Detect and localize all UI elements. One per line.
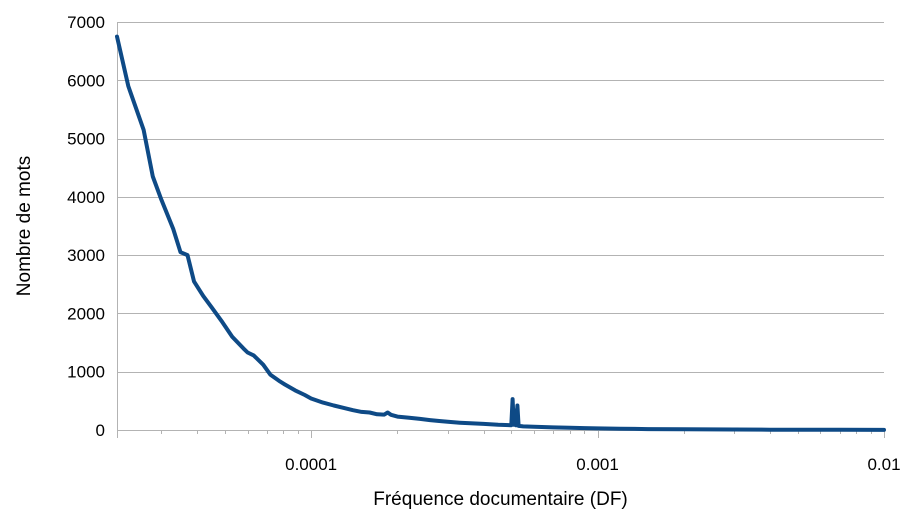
y-tick-labels: 0 1000 2000 3000 4000 5000 6000 7000: [67, 13, 105, 440]
x-tick-label: 0.01: [867, 455, 900, 474]
y-tick-label: 7000: [67, 13, 105, 32]
x-tick-label: 0.001: [576, 455, 619, 474]
x-tick-label: 0.0001: [285, 455, 337, 474]
y-tick-label: 2000: [67, 304, 105, 323]
x-axis-title: Fréquence documentaire (DF): [373, 489, 628, 510]
y-tick-label: 5000: [67, 130, 105, 149]
axes: [117, 22, 884, 438]
x-tick-labels: 0.0001 0.001 0.01: [285, 455, 900, 474]
series-layer: [115, 34, 886, 432]
y-tick-label: 6000: [67, 71, 105, 90]
series-line: [115, 34, 886, 432]
y-axis-title: Nombre de mots: [14, 156, 35, 296]
gridlines: [117, 22, 885, 438]
y-tick-label: 0: [96, 421, 105, 440]
y-tick-label: 1000: [67, 363, 105, 382]
y-tick-label: 3000: [67, 246, 105, 265]
y-tick-label: 4000: [67, 188, 105, 207]
